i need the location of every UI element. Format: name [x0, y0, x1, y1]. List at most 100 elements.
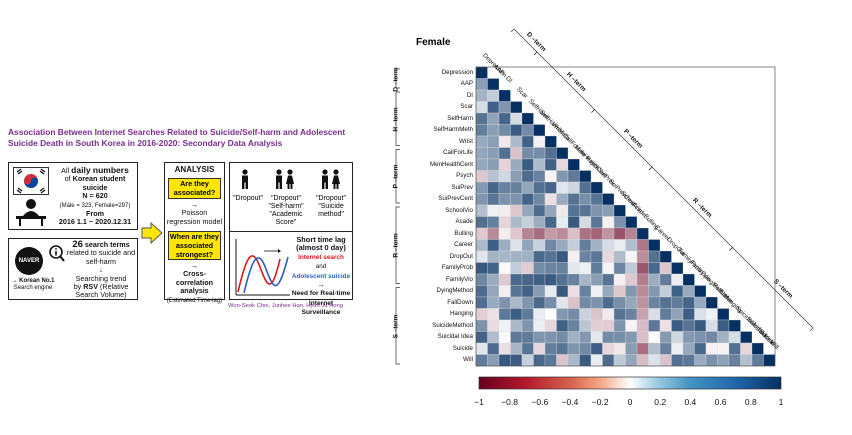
- matrix-cell: [579, 239, 592, 252]
- matrix-cell: [556, 262, 569, 275]
- matrix-cell: [613, 342, 626, 355]
- trend-label: Searching trend: [75, 273, 127, 283]
- matrix-cell: [567, 204, 580, 217]
- matrix-cell: [521, 135, 534, 148]
- matrix-cell: [671, 354, 684, 367]
- matrix-cell: [475, 262, 488, 275]
- matrix-cell: [475, 250, 488, 263]
- matrix-cell: [544, 342, 557, 355]
- matrix-cell: [487, 354, 500, 367]
- matrix-cell: [475, 181, 488, 194]
- matrix-cell: [533, 250, 546, 263]
- matrix-cell: [602, 354, 615, 367]
- matrix-cell: [533, 181, 546, 194]
- matrix-cell: [475, 193, 488, 206]
- matrix-cell: [475, 112, 488, 125]
- matrix-cell: [533, 354, 546, 367]
- matrix-cell: [590, 216, 603, 229]
- matrix-cell: [475, 354, 488, 367]
- matrix-cell: [694, 308, 707, 321]
- matrix-cell: [475, 89, 488, 102]
- matrix-cell: [590, 250, 603, 263]
- matrix-cell: [544, 216, 557, 229]
- need-label: Need for Real-time Internet Surveillance: [291, 290, 351, 317]
- row-group-label: P –term: [392, 164, 400, 189]
- matrix-cell: [510, 227, 523, 240]
- colorbar-tick: 0.8: [744, 397, 757, 407]
- matrix-cell: [498, 193, 511, 206]
- matrix-cell: [521, 193, 534, 206]
- colorbar: [478, 376, 782, 390]
- matrix-cell: [579, 227, 592, 240]
- matrix-cell: [521, 273, 534, 286]
- matrix-cell: [625, 239, 638, 252]
- matrix-cell: [636, 354, 649, 367]
- right-arrow-icon: [141, 222, 163, 244]
- need-arrow: →: [317, 280, 325, 290]
- matrix-cell: [567, 354, 580, 367]
- matrix-cell: [475, 331, 488, 344]
- a2-sub: (Estimated Time-lag): [166, 297, 223, 304]
- matrix-cell: [556, 285, 569, 298]
- matrix-cell: [544, 239, 557, 252]
- colorbar-tick: 0.4: [684, 397, 697, 407]
- matrix-cell: [498, 147, 511, 160]
- matrix-cell: [498, 135, 511, 148]
- row-label: CallForLife: [443, 149, 473, 156]
- row-label: Depression: [441, 68, 473, 76]
- matrix-cell: [602, 216, 615, 229]
- matrix-cell: [544, 147, 557, 160]
- matrix-cell: [728, 354, 741, 367]
- row-label: Career: [454, 241, 473, 248]
- matrix-cell: [613, 239, 626, 252]
- matrix-cell: [556, 181, 569, 194]
- matrix-cell: [694, 354, 707, 367]
- matrix-cell: [544, 158, 557, 171]
- matrix-cell: [510, 296, 523, 309]
- q1-box: Are they associated?: [168, 178, 221, 199]
- row-label: SuicideMethod: [432, 321, 473, 329]
- matrix-cell: [533, 331, 546, 344]
- row-label: Psych: [456, 172, 473, 179]
- matrix-cell: [717, 354, 730, 367]
- matrix-cell: [636, 262, 649, 275]
- row-group-label: R –term: [392, 233, 400, 258]
- matrix-cell: [475, 66, 488, 79]
- matrix-cell: [602, 319, 615, 332]
- matrix-cell: [475, 101, 488, 114]
- daily-of: of: [64, 174, 71, 184]
- matrix-cell: [487, 227, 500, 240]
- daily-n: N = 620: [82, 191, 108, 201]
- colorbar-tick: −0.4: [561, 397, 579, 407]
- matrix-cell: [728, 319, 741, 332]
- matrix-cell: [613, 354, 626, 367]
- matrix-cell: [510, 193, 523, 206]
- matrix-cell: [602, 285, 615, 298]
- matrix-cell: [498, 158, 511, 171]
- row-label: Bulling: [454, 229, 473, 237]
- result-1: "Dropout": [233, 195, 263, 202]
- search-info-icon: [49, 245, 65, 262]
- matrix-cell: [498, 354, 511, 367]
- matrix-cell: [705, 319, 718, 332]
- down-arrow: ↓: [99, 265, 103, 275]
- matrix-cell: [475, 227, 488, 240]
- matrix-cell: [659, 342, 672, 355]
- row-label: Scar: [460, 103, 473, 110]
- matrix-cell: [487, 193, 500, 206]
- colorbar-tick: 0: [627, 397, 633, 407]
- matrix-cell: [521, 112, 534, 125]
- matrix-cell: [728, 342, 741, 355]
- matrix-cell: [487, 319, 500, 332]
- matrix-cell: [521, 147, 534, 160]
- matrix-cell: [487, 78, 500, 91]
- matrix-cell: [740, 354, 753, 367]
- rsv-label: RSV: [83, 282, 98, 292]
- infographic-title: Association Between Internet Searches Re…: [8, 127, 346, 148]
- matrix-cell: [487, 204, 500, 217]
- matrix-cell: [475, 78, 488, 91]
- matrix-cell: [498, 331, 511, 344]
- matrix-cell: [590, 204, 603, 217]
- matrix-cell: [590, 273, 603, 286]
- matrix-cell: [636, 239, 649, 252]
